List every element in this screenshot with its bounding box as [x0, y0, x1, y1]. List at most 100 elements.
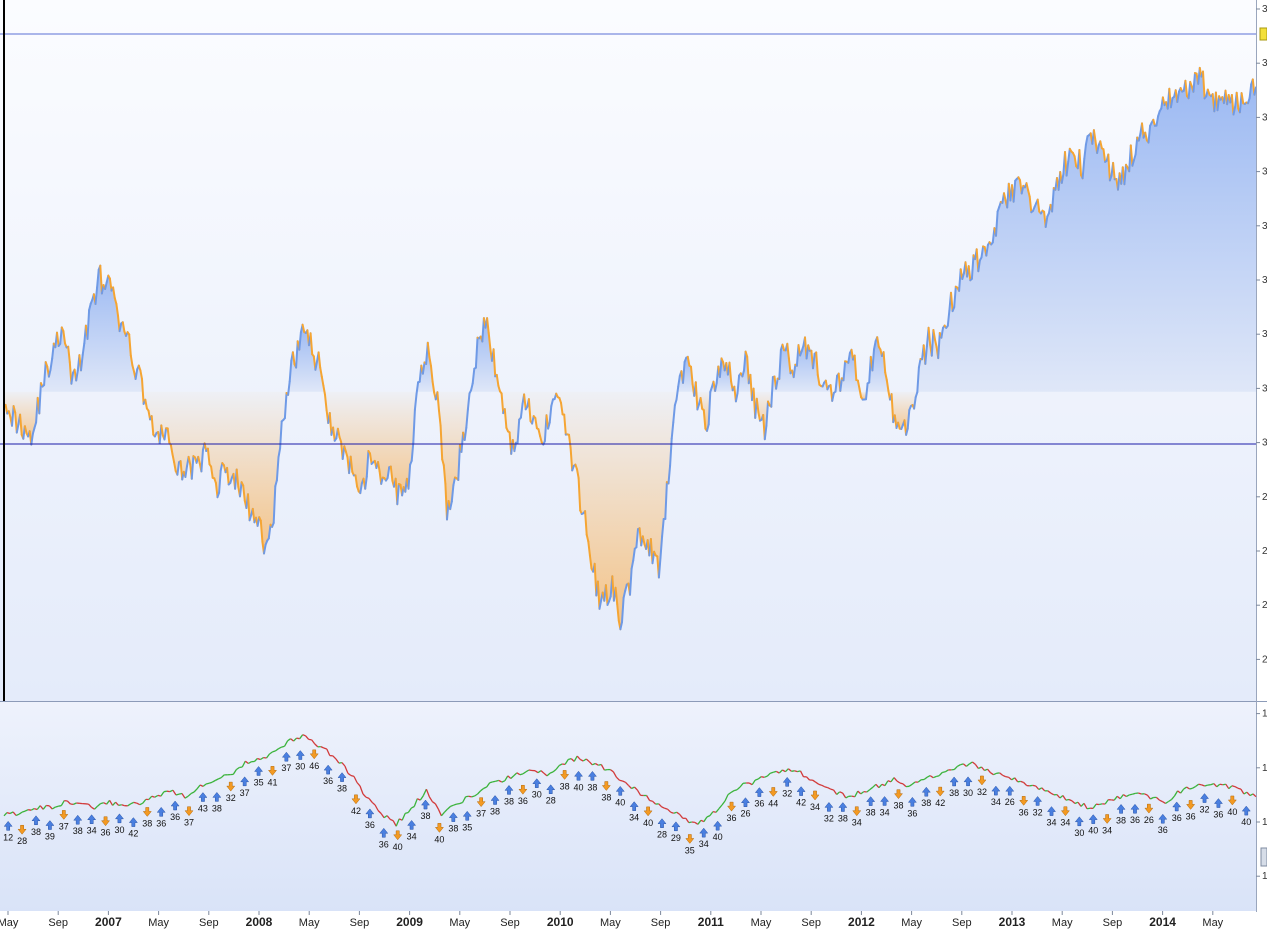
indicator-line-segment	[1125, 794, 1130, 798]
signal-label: 38	[587, 782, 597, 792]
price-line-segment	[682, 361, 686, 384]
price-line-segment	[415, 381, 420, 396]
price-line-segment	[287, 380, 291, 396]
indicator-line-segment	[612, 771, 617, 778]
price-line-segment	[834, 374, 839, 393]
indicator-line-segment	[670, 811, 674, 814]
signal-label: 30	[532, 790, 542, 800]
price-line-segment	[775, 377, 779, 390]
price-line-segment	[728, 361, 733, 383]
price-line-segment	[659, 535, 664, 559]
indicator-line-segment	[1219, 783, 1223, 786]
up-arrow-icon	[1005, 785, 1015, 796]
price-line-segment	[587, 540, 591, 557]
signal-label: 38	[893, 801, 903, 811]
price-line-segment	[1028, 195, 1033, 214]
signal-label: 36	[727, 813, 737, 823]
indicator-line-segment	[1002, 774, 1006, 778]
last-value-marker[interactable]	[1259, 27, 1267, 41]
indicator-line-segment	[1011, 777, 1016, 781]
price-line-segment	[1092, 129, 1097, 142]
indicator-line-segment	[568, 757, 572, 761]
indicator-line-segment	[97, 803, 101, 807]
price-line-segment	[718, 357, 723, 378]
indicator-line-segment	[712, 810, 717, 813]
indicator-line-segment	[9, 811, 14, 815]
scroll-button[interactable]	[1260, 847, 1267, 867]
signal-label: 36	[1019, 807, 1029, 817]
price-line-segment	[694, 381, 699, 411]
indicator-line-segment	[938, 772, 943, 777]
indicator-line-segment	[459, 801, 463, 805]
indicator-line-segment	[588, 761, 593, 766]
up-arrow-icon	[1074, 816, 1084, 827]
indicator-line-segment	[664, 807, 668, 810]
price-line-segment	[141, 378, 145, 405]
sell-signal: 38	[601, 781, 611, 803]
price-fill-group	[4, 67, 1256, 630]
sell-signal: 26	[1144, 803, 1154, 825]
up-arrow-icon	[3, 820, 13, 831]
indicator-line-segment	[1077, 801, 1082, 807]
indicator-line-segment	[136, 802, 141, 806]
indicator-line-segment	[667, 808, 672, 813]
price-line-segment	[1176, 90, 1180, 103]
indicator-line-segment	[510, 775, 515, 779]
indicator-line-segment	[854, 790, 859, 798]
price-line-segment	[629, 567, 633, 596]
buy-signal: 38	[504, 784, 514, 806]
signal-label: 36	[1172, 813, 1182, 823]
signal-label: 28	[17, 836, 27, 846]
indicator-line-segment	[383, 815, 388, 819]
y-tick-label: 3	[1262, 438, 1267, 449]
indicator-line-segment	[815, 781, 819, 785]
price-line-segment	[471, 367, 476, 385]
price-line-segment	[322, 384, 326, 396]
price-line-segment	[187, 455, 192, 466]
signal-label: 36	[365, 820, 375, 830]
up-arrow-icon	[782, 776, 792, 787]
price-line-segment	[786, 342, 790, 360]
price-line-segment	[49, 357, 54, 371]
indicator-line-segment	[34, 807, 38, 811]
signal-label: 28	[657, 830, 667, 840]
up-arrow-icon	[31, 815, 41, 826]
signal-label: 34	[991, 797, 1001, 807]
indicator-line-segment	[751, 779, 756, 786]
price-line-segment	[1081, 157, 1086, 180]
price-line-segment	[31, 426, 36, 435]
sell-signal: 32	[977, 775, 987, 797]
up-arrow-icon	[504, 784, 514, 795]
indicator-line-segment	[797, 770, 801, 773]
indicator-line-segment	[6, 811, 11, 815]
indicator-line-segment	[1216, 783, 1221, 788]
down-arrow-icon	[852, 806, 862, 817]
price-line-segment	[675, 385, 680, 401]
price-line-segment	[288, 359, 293, 383]
price-line-segment	[765, 400, 769, 427]
price-line-segment	[977, 259, 981, 273]
indicator-line-segment	[371, 801, 376, 806]
indicator-line-segment	[730, 790, 735, 793]
price-line-segment	[905, 427, 909, 436]
buy-signal: 36	[379, 827, 389, 849]
indicator-line-segment	[1231, 785, 1236, 788]
indicator-line-segment	[112, 801, 117, 806]
sell-signal: 37	[184, 806, 194, 828]
indicator-line-segment	[718, 804, 723, 810]
price-line-segment	[38, 382, 42, 415]
signal-label: 36	[101, 828, 111, 838]
down-arrow-icon	[142, 807, 152, 817]
up-arrow-icon	[740, 797, 750, 807]
x-tick-label: 2014	[1149, 915, 1176, 929]
up-arrow-icon	[212, 791, 222, 802]
y-tick-label: 3	[1262, 112, 1267, 123]
indicator-line-segment	[736, 786, 741, 791]
indicator-line-segment	[314, 743, 319, 748]
indicator-line-segment	[625, 781, 629, 786]
x-tick-label: Sep	[199, 917, 219, 929]
indicator-line-segment	[628, 784, 632, 789]
signal-label: 38	[838, 814, 848, 824]
indicator-line-segment	[908, 783, 913, 787]
price-line-segment	[778, 348, 782, 380]
